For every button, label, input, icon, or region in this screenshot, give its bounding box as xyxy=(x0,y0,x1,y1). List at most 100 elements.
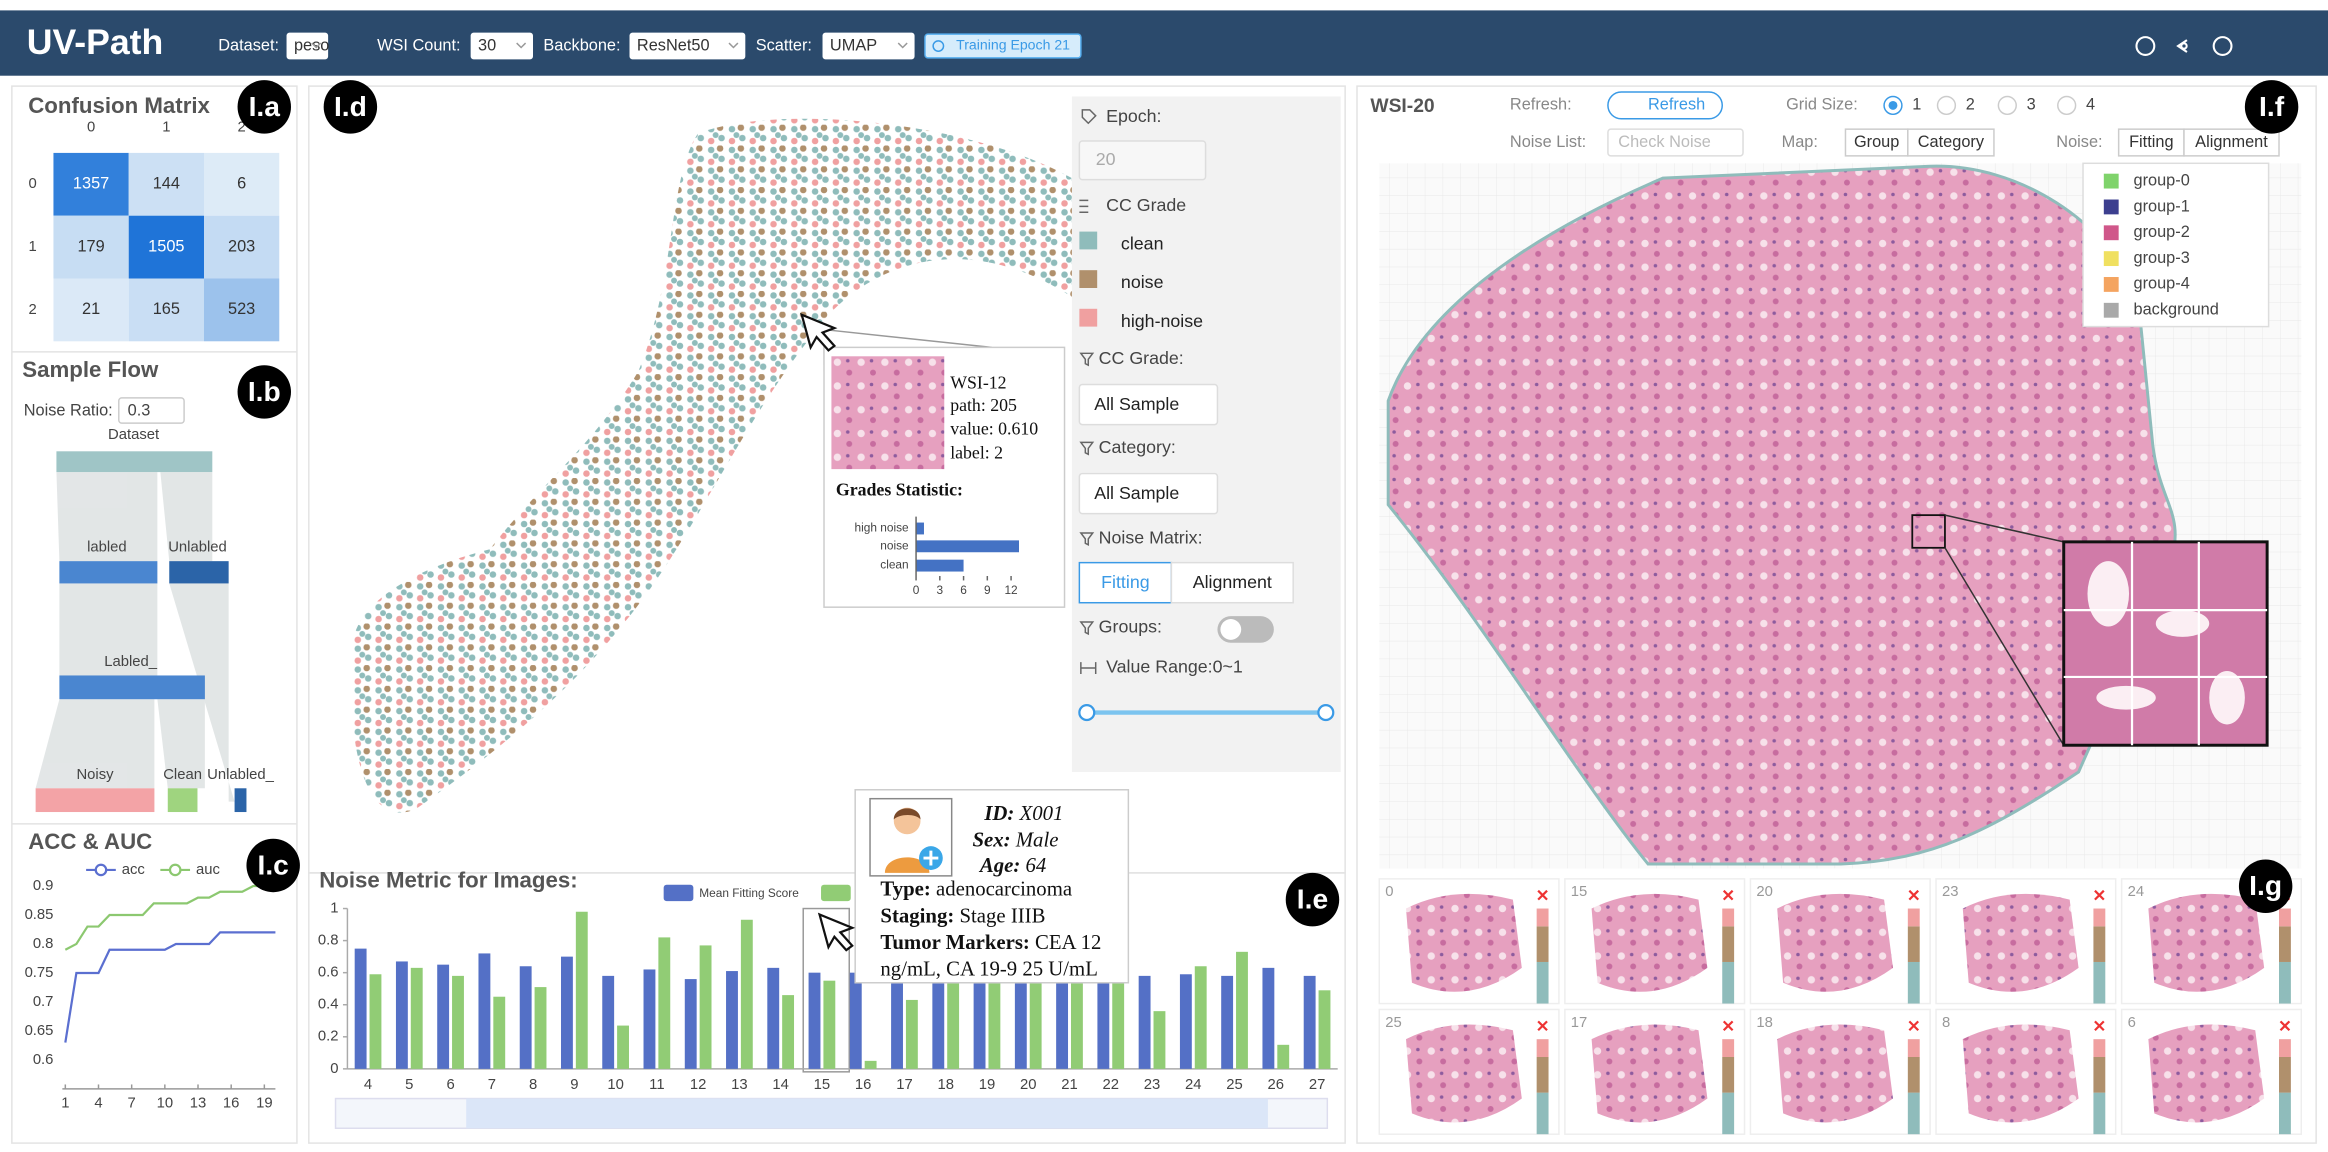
bar[interactable] xyxy=(1221,975,1234,1069)
thumb-label: 24 xyxy=(2128,884,2145,900)
radio[interactable] xyxy=(1997,95,2017,116)
bar[interactable] xyxy=(988,972,1001,1069)
bar[interactable] xyxy=(891,972,903,1069)
bar[interactable] xyxy=(452,975,464,1069)
bar[interactable] xyxy=(643,969,656,1069)
bar[interactable] xyxy=(740,919,753,1069)
matrix-cell[interactable] xyxy=(53,278,129,342)
matrix-cell[interactable] xyxy=(203,215,280,279)
bar[interactable] xyxy=(1277,1044,1290,1069)
bar[interactable] xyxy=(1014,972,1027,1069)
header-icons[interactable] xyxy=(2135,36,2233,56)
bar[interactable] xyxy=(493,996,506,1069)
bar[interactable] xyxy=(726,971,738,1069)
matrix-cell[interactable] xyxy=(128,152,204,216)
alignment-button[interactable] xyxy=(1170,561,1294,604)
thumb-bar xyxy=(2093,961,2106,1004)
bar[interactable] xyxy=(1029,972,1042,1069)
category-select[interactable] xyxy=(1078,472,1219,515)
bar[interactable] xyxy=(767,967,780,1069)
flow-label: Noisy xyxy=(76,767,114,783)
matrix-cell[interactable] xyxy=(53,215,129,279)
bar[interactable] xyxy=(1056,975,1069,1069)
bar[interactable] xyxy=(1194,966,1207,1069)
remove-icon[interactable] xyxy=(1722,1020,1734,1032)
matrix-cell[interactable] xyxy=(203,278,280,342)
bar[interactable] xyxy=(808,972,821,1069)
radio[interactable] xyxy=(1936,95,1957,116)
bar[interactable] xyxy=(1112,969,1125,1069)
range-handle[interactable] xyxy=(1317,704,1335,722)
zoom-window[interactable] xyxy=(466,1098,1268,1129)
control-select[interactable] xyxy=(822,32,915,60)
bar[interactable] xyxy=(1236,951,1248,1069)
segment-button[interactable] xyxy=(1907,128,1995,157)
segment-button[interactable] xyxy=(1844,128,1909,157)
bar[interactable] xyxy=(354,948,367,1069)
control-select[interactable] xyxy=(470,32,534,60)
noise-ratio-select[interactable] xyxy=(118,397,185,424)
bar[interactable] xyxy=(849,972,862,1069)
remove-icon[interactable] xyxy=(1537,889,1548,901)
bar[interactable] xyxy=(1303,975,1316,1069)
segment-button[interactable] xyxy=(2183,128,2280,157)
bar[interactable] xyxy=(864,1060,877,1069)
bar[interactable] xyxy=(699,945,712,1069)
remove-icon[interactable] xyxy=(1908,1020,1920,1032)
bar[interactable] xyxy=(478,953,491,1069)
matrix-cell[interactable] xyxy=(203,152,280,216)
noise-select[interactable] xyxy=(1607,128,1744,157)
control-select[interactable] xyxy=(286,32,329,60)
thumb-bar xyxy=(1536,1056,1549,1093)
bar[interactable] xyxy=(905,999,918,1069)
remove-icon[interactable] xyxy=(1908,889,1920,901)
zoom-region[interactable] xyxy=(1911,514,1946,549)
bar[interactable] xyxy=(1138,975,1151,1069)
legend-swatch[interactable] xyxy=(1079,270,1098,288)
bar[interactable] xyxy=(395,961,408,1069)
control-select[interactable] xyxy=(629,32,746,60)
bar[interactable] xyxy=(1179,974,1192,1069)
bar[interactable] xyxy=(1318,990,1331,1069)
matrix-cell[interactable] xyxy=(128,215,204,279)
bar[interactable] xyxy=(437,964,450,1069)
remove-icon[interactable] xyxy=(2094,1020,2105,1032)
bar[interactable] xyxy=(782,995,795,1069)
bar[interactable] xyxy=(947,972,960,1069)
refresh-button[interactable] xyxy=(1607,91,1723,120)
bar[interactable] xyxy=(1153,1011,1166,1069)
radio[interactable] xyxy=(2057,95,2077,116)
bar[interactable] xyxy=(369,974,382,1069)
bar[interactable] xyxy=(1262,967,1275,1069)
matrix-cell[interactable] xyxy=(53,152,129,216)
bar[interactable] xyxy=(932,972,945,1069)
bar[interactable] xyxy=(1097,972,1110,1069)
bar[interactable] xyxy=(617,1025,629,1069)
remove-icon[interactable] xyxy=(2279,1020,2291,1032)
epoch-select[interactable] xyxy=(1078,140,1207,181)
remove-icon[interactable] xyxy=(2094,889,2105,901)
remove-icon[interactable] xyxy=(1722,889,1734,901)
legend-swatch[interactable] xyxy=(1079,231,1098,250)
x-tick-label: 11 xyxy=(649,1077,664,1093)
matrix-cell[interactable] xyxy=(128,278,204,342)
bar[interactable] xyxy=(519,966,532,1069)
bar[interactable] xyxy=(658,937,671,1069)
bar[interactable] xyxy=(973,972,986,1069)
bar[interactable] xyxy=(575,911,588,1069)
bar[interactable] xyxy=(823,980,836,1069)
toolbar-label: Noise: xyxy=(2056,133,2102,151)
thumb-tissue xyxy=(1777,893,1893,992)
range-handle[interactable] xyxy=(1078,704,1096,722)
bar[interactable] xyxy=(410,967,423,1069)
grade-filter-select[interactable] xyxy=(1078,383,1219,426)
bar[interactable] xyxy=(1070,972,1083,1069)
bar[interactable] xyxy=(602,975,615,1069)
bar[interactable] xyxy=(534,987,547,1069)
fitting-button[interactable] xyxy=(1078,561,1173,604)
bar[interactable] xyxy=(560,956,573,1069)
remove-icon[interactable] xyxy=(1537,1020,1548,1032)
legend-swatch[interactable] xyxy=(1079,308,1098,327)
bar[interactable] xyxy=(684,979,697,1069)
scatter-cloud[interactable] xyxy=(351,118,1072,813)
